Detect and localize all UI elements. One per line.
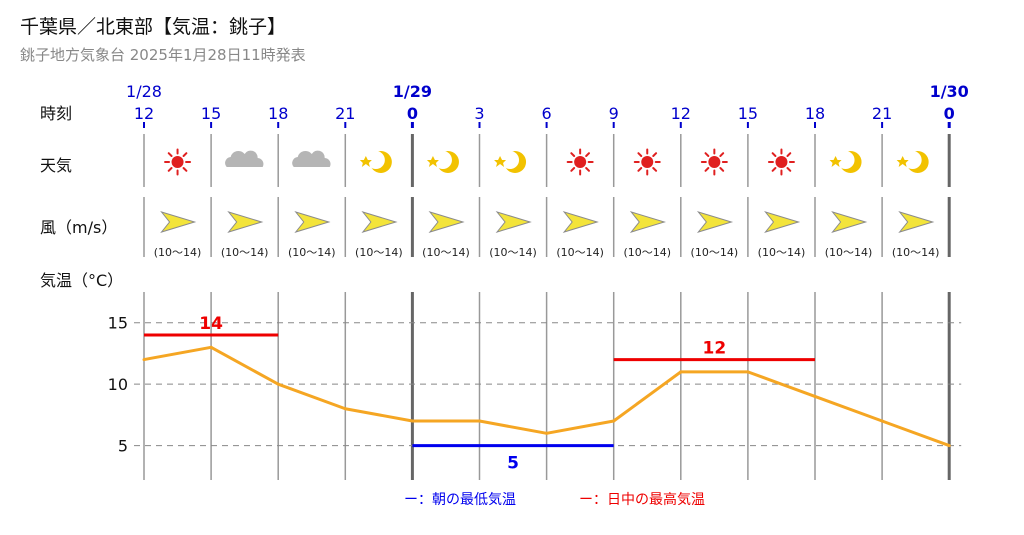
sun-icon [767, 148, 795, 176]
temperature-point [612, 419, 616, 423]
date-label: 1/29 [393, 82, 432, 101]
hour-label: 21 [335, 104, 355, 123]
wind-speed-label: (10〜14) [892, 246, 940, 259]
wind-speed-label: (10〜14) [556, 246, 604, 259]
temperature-point [410, 419, 414, 423]
y-tick-label: 5 [118, 437, 128, 456]
wind-speed-label: (10〜14) [422, 246, 470, 259]
wind-arrow-icon [562, 211, 599, 233]
wind-arrow-icon [629, 211, 666, 233]
temperature-point [478, 419, 481, 423]
temperature-point [679, 370, 683, 374]
hour-label: 12 [671, 104, 691, 123]
hour-label: 0 [407, 104, 418, 123]
hour-label: 0 [944, 104, 955, 123]
hour-label: 18 [268, 104, 288, 123]
wind-arrow-icon [160, 211, 197, 233]
wind-arrow-icon [831, 211, 868, 233]
wind-arrow-icon [227, 211, 264, 233]
row-label-weather: 天気 [40, 156, 72, 175]
wind-speed-label: (10〜14) [221, 246, 269, 259]
y-tick-label: 15 [108, 314, 128, 333]
hour-label: 12 [134, 104, 154, 123]
moon-icon [359, 151, 392, 173]
moon-icon [426, 151, 459, 173]
max-temp-label: 14 [199, 314, 223, 334]
wind-arrow-icon [898, 211, 935, 233]
cloud-icon [225, 150, 264, 167]
hour-label: 3 [474, 104, 484, 123]
y-tick-label: 10 [108, 375, 128, 394]
sun-icon [566, 148, 594, 176]
hour-label: 15 [201, 104, 221, 123]
min-temp-label: 5 [507, 454, 519, 474]
date-label: 1/28 [126, 82, 162, 101]
temperature-point [880, 419, 884, 423]
wind-arrow-icon [696, 211, 734, 233]
legend-max: ー：日中の最高気温 [579, 491, 705, 508]
sun-icon [164, 148, 192, 176]
row-label-wind: 風（m/s） [40, 218, 117, 237]
row-label-temp: 気温（°C） [40, 271, 123, 290]
wind-speed-label: (10〜14) [825, 246, 873, 259]
temperature-point [343, 407, 347, 411]
wind-speed-label: (10〜14) [154, 246, 202, 259]
wind-arrow-icon [361, 211, 398, 233]
page-subtitle: 銚子地方気象台 2025年1月28日11時発表 [20, 46, 306, 64]
hour-label: 6 [542, 104, 552, 123]
page-title: 千葉県／北東部【気温：銚子】 [20, 16, 287, 38]
temperature-point [545, 431, 549, 435]
temperature-point [276, 382, 280, 386]
sun-icon [633, 148, 661, 176]
wind-arrow-icon [428, 211, 465, 233]
wind-arrow-icon [294, 211, 331, 233]
max-temp-label: 12 [703, 339, 727, 359]
wind-speed-label: (10〜14) [758, 246, 806, 259]
moon-icon [896, 151, 929, 173]
wind-speed-label: (10〜14) [691, 246, 739, 259]
temperature-point [947, 444, 951, 448]
legend-min: ー：朝の最低気温 [404, 492, 516, 508]
wind-speed-label: (10〜14) [288, 246, 336, 259]
date-label: 1/30 [930, 82, 969, 101]
hour-label: 9 [609, 104, 619, 123]
row-label-time: 時刻 [40, 104, 72, 123]
wind-arrow-icon [495, 211, 532, 233]
sun-icon [700, 148, 728, 176]
hour-label: 21 [872, 104, 892, 123]
wind-speed-label: (10〜14) [489, 246, 537, 259]
moon-icon [494, 151, 527, 173]
wind-speed-label: (10〜14) [623, 246, 671, 259]
wind-arrow-icon [764, 211, 801, 233]
moon-icon [829, 151, 862, 173]
temperature-point [813, 394, 817, 398]
wind-speed-label: (10〜14) [355, 246, 403, 259]
hour-label: 15 [738, 104, 758, 123]
temperature-point [209, 345, 213, 349]
temperature-point [142, 358, 146, 362]
cloud-icon [292, 150, 331, 167]
temperature-point [746, 370, 750, 374]
hour-label: 18 [805, 104, 825, 123]
